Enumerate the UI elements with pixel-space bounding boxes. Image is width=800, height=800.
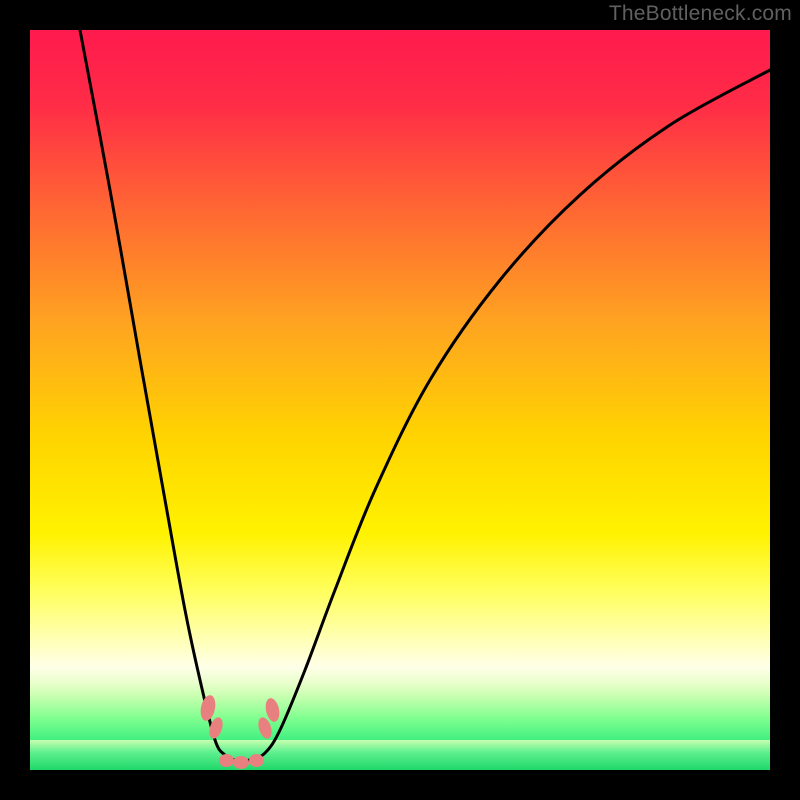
watermark-text: TheBottleneck.com <box>609 2 792 26</box>
curve-marker <box>249 754 264 767</box>
curve-marker <box>233 756 249 769</box>
curve-path <box>80 30 770 761</box>
plot-area <box>30 30 770 770</box>
curve-marker <box>219 754 234 767</box>
bottleneck-curve <box>30 30 770 770</box>
chart-frame: TheBottleneck.com <box>0 0 800 800</box>
